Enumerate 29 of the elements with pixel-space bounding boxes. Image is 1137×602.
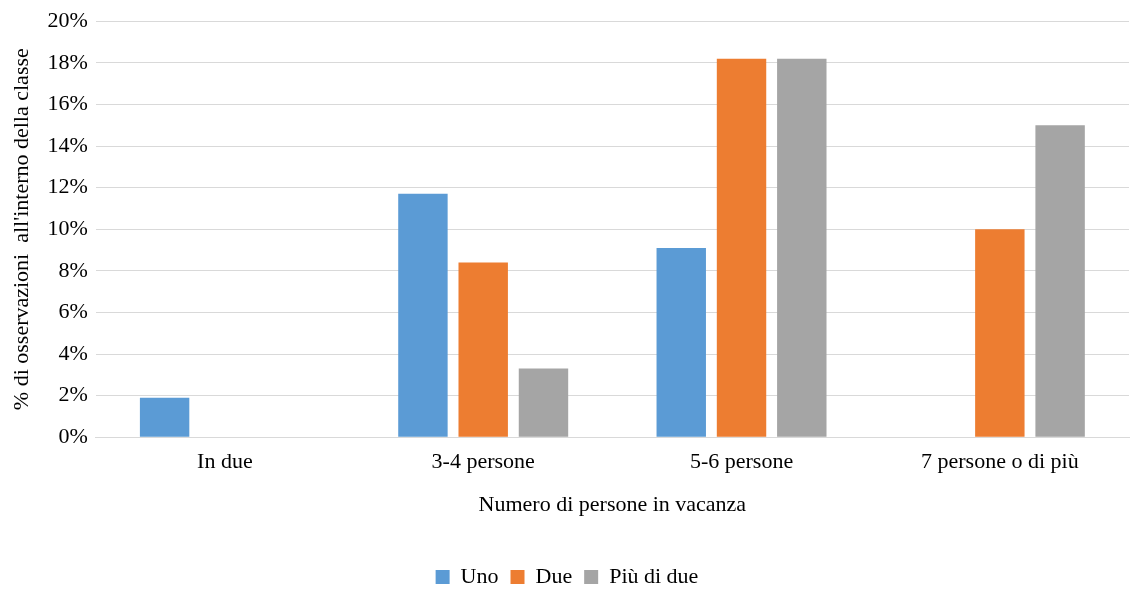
y-tick-label: 4% <box>58 339 88 365</box>
bar <box>139 397 190 437</box>
bar <box>518 368 569 437</box>
y-tick-label: 12% <box>47 173 88 199</box>
y-tick-label: 10% <box>47 214 88 240</box>
y-tick-label: 18% <box>47 48 88 74</box>
x-tick-label: 7 persone o di più <box>921 448 1079 474</box>
bar <box>777 58 827 437</box>
bar <box>458 262 508 437</box>
y-tick-label: 16% <box>47 90 88 116</box>
legend-label: Uno <box>460 562 499 588</box>
bar <box>1035 125 1085 437</box>
x-axis-title: Numero di persone in vacanza <box>478 490 747 516</box>
bar <box>656 247 706 437</box>
y-tick-label: 6% <box>58 298 88 324</box>
y-tick-label: 20% <box>47 6 88 32</box>
y-tick-label: 8% <box>58 256 88 282</box>
legend-label: Due <box>535 562 573 588</box>
y-tick-label: 0% <box>58 422 88 448</box>
legend-label: Più di due <box>609 562 699 588</box>
x-tick-label: In due <box>197 448 253 474</box>
y-axis-title: % di osservazioni all'interno della classe <box>7 48 33 411</box>
bar <box>716 58 767 437</box>
x-tick-label: 5-6 persone <box>689 448 794 474</box>
x-tick-label: 3-4 persone <box>431 448 535 474</box>
bar <box>975 229 1025 437</box>
bar <box>398 193 448 437</box>
y-tick-label: 2% <box>58 381 88 407</box>
y-tick-label: 14% <box>47 131 88 157</box>
